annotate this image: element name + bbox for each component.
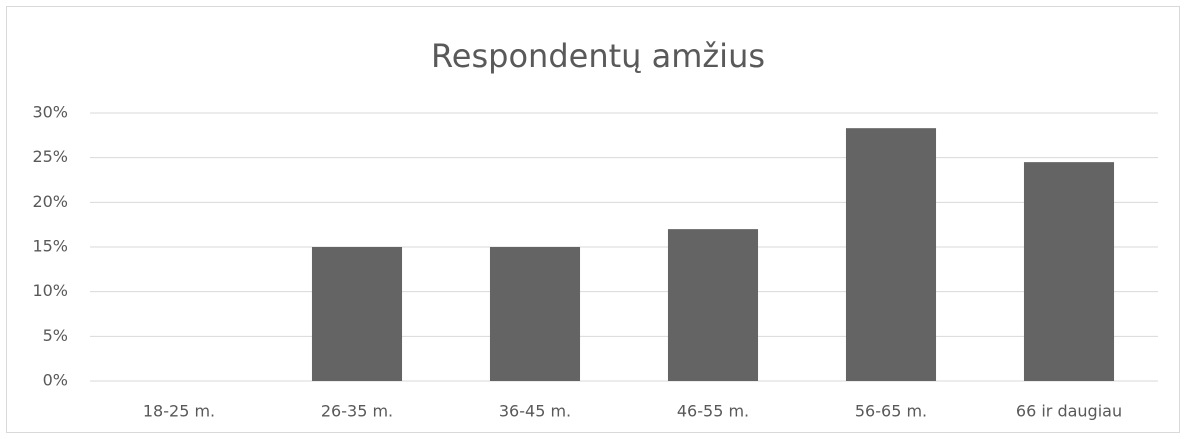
x-tick-label: 26-35 m.	[321, 402, 393, 421]
x-tick-label: 56-65 m.	[855, 402, 927, 421]
y-tick-label: 30%	[32, 103, 68, 122]
y-tick-label: 15%	[32, 237, 68, 256]
y-tick-label: 0%	[43, 371, 68, 390]
x-tick-label: 18-25 m.	[143, 402, 215, 421]
bar	[311, 247, 403, 381]
y-tick-label: 25%	[32, 147, 68, 166]
bar	[1023, 162, 1115, 381]
y-tick-label: 10%	[32, 281, 68, 300]
chart-border	[6, 6, 1180, 433]
bar	[845, 128, 937, 381]
bar	[667, 229, 759, 381]
x-tick-label: 36-45 m.	[499, 402, 571, 421]
y-tick-label: 20%	[32, 192, 68, 211]
x-tick-label: 46-55 m.	[677, 402, 749, 421]
bar	[489, 247, 581, 381]
x-tick-label: 66 ir daugiau	[1016, 402, 1122, 421]
chart-title: Respondentų amžius	[431, 37, 765, 75]
y-tick-label: 5%	[43, 326, 68, 345]
